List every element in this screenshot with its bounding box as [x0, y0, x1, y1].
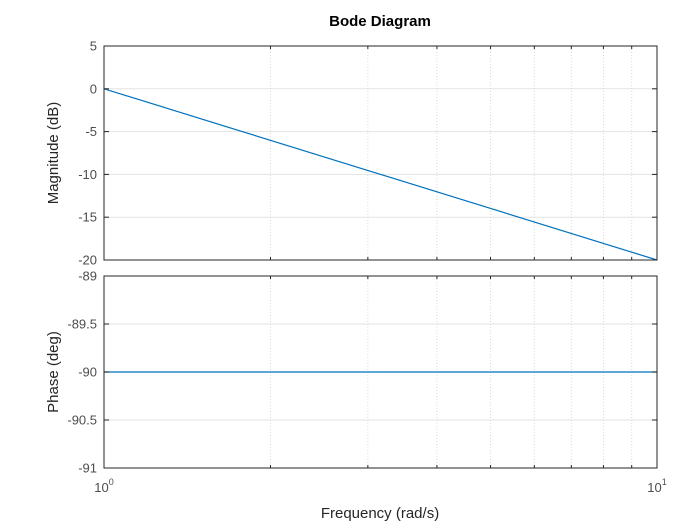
magnitude-axis-label: Magnitude (dB)	[45, 102, 62, 205]
magnitude-ytick-label: -10	[78, 167, 97, 182]
magnitude-ytick-label: 0	[90, 81, 97, 96]
chart-title: Bode Diagram	[329, 13, 431, 30]
phase-ytick-label: -90.5	[67, 413, 97, 428]
magnitude-panel: 5 0 -5 -10 -15 -20 Magnitude (dB)	[45, 39, 658, 268]
frequency-axis-ticks: 100 101	[94, 477, 666, 495]
phase-ytick-label: -90	[78, 365, 97, 380]
magnitude-plot-area	[104, 46, 657, 260]
phase-panel: -89 -89.5 -90 -90.5 -91 Phase (deg)	[45, 269, 658, 476]
frequency-axis-label: Frequency (rad/s)	[321, 505, 439, 522]
phase-ytick-label: -89.5	[67, 317, 97, 332]
magnitude-ytick-label: 5	[90, 39, 97, 54]
phase-axis-label: Phase (deg)	[45, 331, 62, 413]
frequency-tick-label: 100	[94, 477, 113, 495]
frequency-tick-label: 101	[647, 477, 666, 495]
magnitude-axes-frame	[103, 45, 658, 261]
phase-ytick-label: -91	[78, 461, 97, 476]
magnitude-ytick-label: -20	[78, 253, 97, 268]
magnitude-ytick-label: -15	[78, 210, 97, 225]
magnitude-series-line	[103, 88, 658, 261]
phase-ytick-label: -89	[78, 269, 97, 284]
magnitude-ytick-label: -5	[85, 124, 97, 139]
phase-axes-frame	[103, 275, 658, 469]
